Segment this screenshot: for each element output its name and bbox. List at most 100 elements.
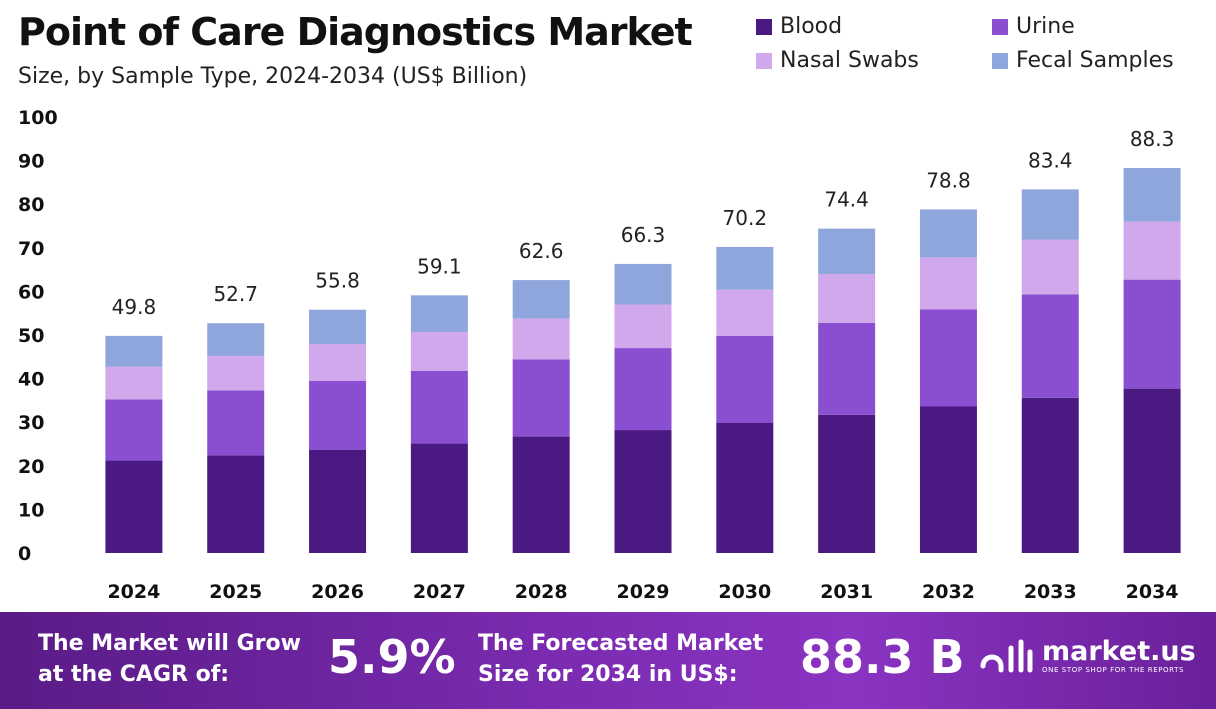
bar-total-label: 59.1 <box>417 254 462 278</box>
bar-total-label: 52.7 <box>213 282 258 306</box>
bar-segment-blood <box>309 449 367 553</box>
summary-banner: The Market will Grow at the CAGR of: 5.9… <box>0 612 1216 709</box>
bar-total-label: 78.8 <box>926 168 971 192</box>
legend-swatch-nasal-swabs <box>756 52 772 69</box>
forecast-caption-line-1: The Forecasted Market <box>478 631 764 656</box>
x-category-label: 2028 <box>515 581 568 603</box>
bar-total-label: 88.3 <box>1130 127 1175 151</box>
x-category-label: 2024 <box>107 581 160 603</box>
x-category-label: 2026 <box>311 581 364 603</box>
legend-label-nasal-swabs: Nasal Swabs <box>780 48 919 73</box>
cagr-caption-line-2: at the CAGR of: <box>38 662 230 687</box>
legend-item-nasal-swabs: Nasal Swabs <box>756 48 919 73</box>
bar-total-label: 70.2 <box>723 206 768 230</box>
legend-label-fecal-samples: Fecal Samples <box>1016 48 1174 73</box>
logo-text: market.us ONE STOP SHOP FOR THE REPORTS <box>1042 636 1196 675</box>
bar-segment-nasal-swabs <box>1021 239 1079 295</box>
bar-segment-urine <box>614 348 672 431</box>
y-tick-label: 90 <box>18 151 44 173</box>
logo-icon <box>980 639 1033 673</box>
bar-segment-urine <box>1021 294 1079 398</box>
bar-segment-blood <box>919 406 977 553</box>
legend-item-blood: Blood <box>756 14 842 39</box>
bar-total-label: 62.6 <box>519 239 564 263</box>
bar-segment-fecal-samples <box>614 263 672 305</box>
bar-segment-fecal-samples <box>207 323 265 356</box>
bar-segment-fecal-samples <box>512 280 570 319</box>
logo-tagline: ONE STOP SHOP FOR THE REPORTS <box>1042 666 1185 674</box>
x-category-label: 2025 <box>209 581 262 603</box>
bar-segment-fecal-samples <box>818 228 876 274</box>
forecast-caption-line-2: Size for 2034 in US$: <box>478 662 738 687</box>
bar-segment-blood <box>818 414 876 553</box>
bar-segment-fecal-samples <box>1123 168 1181 222</box>
bar-segment-blood <box>207 455 265 553</box>
bar-segment-blood <box>105 460 163 553</box>
bar-segment-nasal-swabs <box>919 257 977 310</box>
bar-segment-blood <box>1123 388 1181 553</box>
bar-segment-blood <box>410 443 468 553</box>
bar-segment-nasal-swabs <box>716 289 774 336</box>
legend-item-fecal-samples: Fecal Samples <box>992 48 1174 73</box>
logo-name: market.us <box>1042 636 1196 667</box>
bar-segment-urine <box>818 322 876 415</box>
cagr-caption-line-1: The Market will Grow <box>38 631 301 656</box>
x-category-label: 2031 <box>820 581 873 603</box>
legend-label-blood: Blood <box>780 14 843 39</box>
bar-segment-fecal-samples <box>919 209 977 258</box>
cagr-caption: The Market will Grow at the CAGR of: <box>38 628 301 690</box>
y-tick-label: 0 <box>18 543 31 565</box>
x-category-label: 2030 <box>718 581 771 603</box>
bar-total-label: 74.4 <box>824 188 869 212</box>
market-us-logo: market.us ONE STOP SHOP FOR THE REPORTS <box>978 636 1196 676</box>
x-category-label: 2032 <box>922 581 975 603</box>
legend-item-urine: Urine <box>992 14 1075 39</box>
bar-total-label: 55.8 <box>315 269 360 293</box>
y-tick-label: 40 <box>18 369 44 391</box>
bar-segment-fecal-samples <box>716 246 774 290</box>
x-category-label: 2029 <box>617 581 670 603</box>
y-tick-label: 80 <box>18 194 44 216</box>
chart-title: Point of Care Diagnostics Market <box>18 10 693 54</box>
y-tick-label: 70 <box>18 238 44 260</box>
bar-total-label: 66.3 <box>621 223 666 247</box>
y-tick-label: 50 <box>18 325 44 347</box>
bar-segment-nasal-swabs <box>1123 221 1181 280</box>
bar-segment-nasal-swabs <box>309 344 367 381</box>
y-tick-label: 10 <box>18 499 44 521</box>
bar-segment-nasal-swabs <box>512 318 570 360</box>
bar-segment-fecal-samples <box>410 295 468 332</box>
x-category-label: 2033 <box>1024 581 1077 603</box>
bar-segment-nasal-swabs <box>614 304 672 349</box>
bar-segment-blood <box>716 422 774 553</box>
bar-segment-urine <box>309 380 367 450</box>
x-category-label: 2027 <box>413 581 466 603</box>
bar-segment-urine <box>1123 279 1181 389</box>
bar-segment-nasal-swabs <box>410 331 468 371</box>
legend-swatch-urine <box>992 18 1008 35</box>
bar-segment-urine <box>207 390 265 456</box>
forecast-value: 88.3 B <box>800 630 965 684</box>
bar-segment-fecal-samples <box>309 309 367 345</box>
bar-segment-blood <box>512 436 570 553</box>
bar-segment-urine <box>105 399 163 461</box>
legend-label-urine: Urine <box>1016 14 1075 39</box>
bar-segment-urine <box>919 309 977 407</box>
x-category-label: 2034 <box>1126 581 1179 603</box>
bar-segment-urine <box>410 370 468 444</box>
legend-swatch-blood <box>756 18 772 35</box>
legend-swatch-fecal-samples <box>992 52 1008 69</box>
bar-segment-fecal-samples <box>1021 189 1079 240</box>
y-tick-label: 30 <box>18 412 44 434</box>
bar-total-label: 49.8 <box>112 295 157 319</box>
stacked-bar-chart: 010203040506070809010049.8202452.7202555… <box>18 107 1181 603</box>
bar-segment-nasal-swabs <box>207 355 265 391</box>
bar-segment-nasal-swabs <box>818 273 876 323</box>
bar-segment-urine <box>512 359 570 437</box>
chart-subtitle: Size, by Sample Type, 2024-2034 (US$ Bil… <box>18 64 528 89</box>
bar-segment-urine <box>716 335 774 423</box>
bar-segment-blood <box>1021 397 1079 553</box>
cagr-value: 5.9% <box>328 630 456 684</box>
legend: Blood Urine Nasal Swabs Fecal Samples <box>756 12 1206 76</box>
y-tick-label: 60 <box>18 281 44 303</box>
